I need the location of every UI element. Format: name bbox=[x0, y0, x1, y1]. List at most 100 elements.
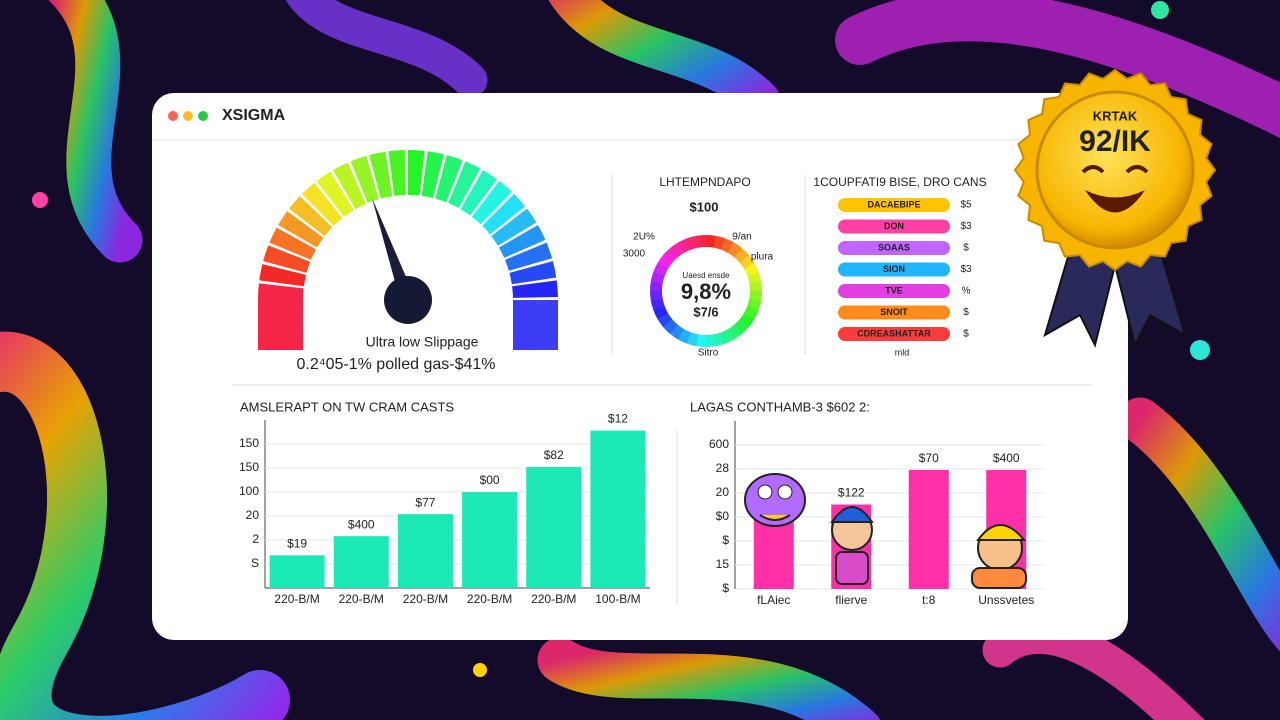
gauge-foot bbox=[258, 300, 303, 350]
gauge-segment bbox=[482, 193, 526, 235]
donut-arc bbox=[650, 271, 665, 284]
value-label: $82 bbox=[544, 448, 564, 462]
gauge-segment bbox=[471, 180, 512, 225]
donut-arc bbox=[705, 334, 716, 347]
list-pill bbox=[838, 327, 950, 341]
chart-title: AMSLERAPT ON TW CRAM CASTS bbox=[240, 399, 454, 414]
donut-sub: $7/6 bbox=[693, 304, 718, 319]
list-footer: mld bbox=[895, 347, 910, 357]
list-value: $3 bbox=[960, 221, 972, 232]
gauge-segment bbox=[408, 150, 425, 196]
x-tick-label: 220-B/M bbox=[274, 592, 319, 606]
gauge-segment bbox=[301, 182, 343, 226]
list-pill bbox=[838, 219, 950, 234]
y-tick-label: 20 bbox=[246, 508, 260, 522]
donut-label: 3000 bbox=[623, 249, 646, 260]
donut-top-value: $100 bbox=[690, 199, 719, 214]
gauge-segment bbox=[505, 242, 553, 271]
y-tick-label: $ bbox=[722, 533, 729, 547]
list-value: $5 bbox=[960, 200, 972, 211]
gauge-foot bbox=[513, 300, 558, 350]
donut-label: Sitro bbox=[698, 348, 719, 359]
donut-label: plura bbox=[751, 252, 774, 263]
donut-arc bbox=[744, 263, 759, 277]
y-tick-label: 28 bbox=[716, 461, 730, 475]
gauge-segment bbox=[263, 245, 311, 273]
donut-arc bbox=[677, 328, 692, 344]
gauge-detail: 0.2⁴05-1% polled gas-$41% bbox=[296, 356, 495, 373]
list-value: $ bbox=[963, 307, 969, 318]
donut-arc bbox=[650, 290, 663, 301]
donut-arc bbox=[713, 235, 726, 250]
donut-arc bbox=[686, 235, 699, 250]
donut-arc bbox=[727, 324, 742, 340]
gauge-segment bbox=[288, 196, 333, 237]
value-label: $00 bbox=[480, 473, 500, 487]
list-value: $3 bbox=[960, 264, 972, 275]
close-button[interactable] bbox=[168, 111, 178, 121]
value-label: $12 bbox=[608, 412, 628, 426]
donut-arc bbox=[670, 242, 685, 258]
list-pill bbox=[838, 241, 950, 255]
donut-arc bbox=[705, 235, 717, 248]
list-pill bbox=[838, 262, 950, 277]
y-tick-label: 2 bbox=[252, 532, 259, 546]
donut-arc bbox=[657, 312, 673, 327]
value-label: $70 bbox=[919, 451, 939, 465]
donut-arc bbox=[739, 312, 755, 328]
gauge-segment bbox=[460, 170, 497, 216]
bar bbox=[908, 469, 949, 589]
list-label: SNOIT bbox=[880, 307, 908, 317]
value-label: $122 bbox=[838, 486, 865, 500]
donut-arc bbox=[653, 262, 669, 277]
bar bbox=[462, 492, 518, 588]
donut-arc bbox=[695, 334, 707, 347]
gauge-segment bbox=[498, 225, 546, 258]
donut-arc bbox=[653, 305, 668, 319]
donut-arc bbox=[743, 305, 759, 320]
bar bbox=[590, 430, 646, 588]
gauge-label: Ultra low Slippage bbox=[366, 334, 479, 350]
gauge-segment bbox=[350, 155, 379, 203]
character-illustrations bbox=[744, 473, 1027, 589]
bar bbox=[269, 555, 325, 588]
gauge-segment bbox=[269, 227, 317, 260]
x-tick-label: 220-B/M bbox=[339, 592, 384, 606]
donut-arc bbox=[734, 248, 750, 264]
donut-title: LHTEMPNDAPO bbox=[659, 175, 750, 189]
bar bbox=[397, 514, 453, 588]
bar bbox=[526, 467, 582, 588]
gauge-segment bbox=[388, 150, 406, 196]
donut-arc bbox=[696, 235, 707, 248]
value-label: $400 bbox=[348, 517, 375, 531]
list-value: $ bbox=[963, 243, 969, 254]
donut-arc bbox=[720, 329, 734, 344]
minimize-button[interactable] bbox=[183, 111, 193, 121]
donut-caption: Uaesd ensde bbox=[682, 271, 730, 280]
donut: 2U% 9/an 3000 plura Sitro bbox=[623, 232, 774, 359]
donut-arc bbox=[657, 254, 673, 270]
gauge-segment bbox=[512, 280, 558, 298]
list-pill bbox=[838, 198, 950, 212]
gauge-segment bbox=[258, 283, 304, 300]
list-label: DON bbox=[884, 221, 904, 231]
x-tick-label: 220-B/M bbox=[467, 592, 512, 606]
chart-title: LAGAS CONTHAMB-3 $602 2: bbox=[690, 399, 870, 414]
x-tick-label: t:8 bbox=[922, 593, 936, 607]
donut-arc bbox=[663, 247, 679, 263]
gauge-segment bbox=[259, 264, 307, 287]
list-value: $ bbox=[963, 329, 969, 340]
list-value: % bbox=[962, 286, 971, 297]
gauge bbox=[258, 150, 558, 350]
x-tick-label: flierve bbox=[835, 593, 867, 607]
donut-arc bbox=[686, 332, 699, 347]
donut-center-value: 9,8% bbox=[681, 279, 731, 304]
donut-arc bbox=[733, 319, 749, 335]
list-pill bbox=[838, 284, 950, 298]
x-tick-label: Unssvetes bbox=[978, 593, 1034, 607]
donut-arc bbox=[669, 324, 685, 340]
y-tick-label: 100 bbox=[239, 484, 259, 498]
donut-label: 2U% bbox=[633, 232, 655, 243]
value-label: $77 bbox=[415, 495, 435, 509]
maximize-button[interactable] bbox=[198, 111, 208, 121]
